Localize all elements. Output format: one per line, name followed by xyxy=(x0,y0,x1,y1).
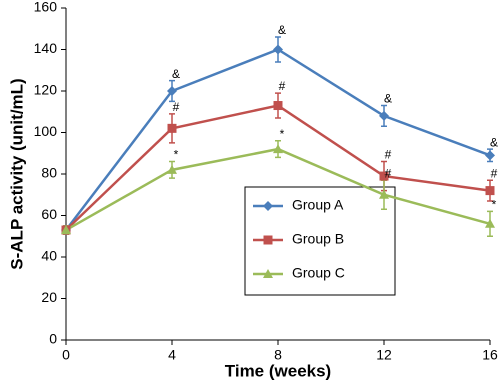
x-tick-label: 8 xyxy=(274,347,282,363)
x-tick-label: 4 xyxy=(168,347,176,363)
marker xyxy=(61,225,71,235)
marker xyxy=(273,144,283,154)
marker xyxy=(263,201,273,211)
y-tick-label: 100 xyxy=(34,123,58,139)
marker xyxy=(263,269,273,278)
annotation: & xyxy=(172,67,180,81)
marker xyxy=(485,150,495,161)
annotation: & xyxy=(278,23,286,37)
marker xyxy=(379,189,389,199)
y-tick-label: 60 xyxy=(41,206,57,222)
annotation: # xyxy=(279,79,286,93)
y-tick-label: 0 xyxy=(49,331,57,347)
y-tick-label: 160 xyxy=(34,0,58,15)
annotation: # xyxy=(173,100,180,114)
x-tick-label: 0 xyxy=(62,347,70,363)
annotation: * xyxy=(492,198,497,212)
annotation: # xyxy=(385,166,392,180)
annotation: # xyxy=(385,148,392,162)
marker xyxy=(167,164,177,174)
x-tick-label: 12 xyxy=(376,347,392,363)
marker xyxy=(273,101,283,111)
y-axis-title: S-ALP activity (unit/mL) xyxy=(7,78,26,269)
marker xyxy=(273,44,283,55)
marker xyxy=(485,186,495,196)
marker xyxy=(379,171,389,181)
marker xyxy=(263,235,273,245)
marker xyxy=(485,218,495,228)
annotation: # xyxy=(491,166,498,180)
x-axis-title: Time (weeks) xyxy=(225,361,331,380)
marker xyxy=(379,110,389,121)
marker xyxy=(167,86,177,96)
y-tick-label: 120 xyxy=(34,82,58,98)
y-tick-label: 40 xyxy=(41,248,57,264)
annotation: & xyxy=(490,135,498,149)
y-tick-label: 80 xyxy=(41,165,57,181)
x-tick-label: 16 xyxy=(482,347,498,363)
y-tick-label: 20 xyxy=(41,289,57,305)
legend-label: Group C xyxy=(292,265,345,281)
y-tick-label: 140 xyxy=(34,40,58,56)
marker xyxy=(167,123,177,133)
legend-label: Group B xyxy=(292,231,344,247)
annotation: * xyxy=(174,148,179,162)
annotation: * xyxy=(280,127,285,141)
legend-label: Group A xyxy=(292,197,344,213)
annotation: & xyxy=(384,92,392,106)
